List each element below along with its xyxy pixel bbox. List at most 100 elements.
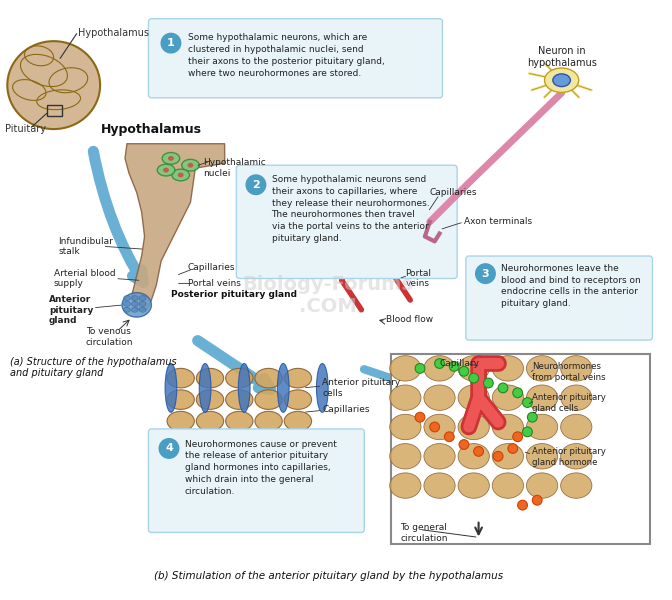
- Ellipse shape: [390, 356, 421, 381]
- Text: Posterior pituitary gland: Posterior pituitary gland: [171, 290, 297, 299]
- Ellipse shape: [131, 296, 138, 301]
- Ellipse shape: [526, 443, 558, 469]
- FancyBboxPatch shape: [237, 165, 457, 278]
- Text: Some hypothalamic neurons, which are
clustered in hypothalamic nuclei, send
thei: Some hypothalamic neurons, which are clu…: [187, 34, 384, 78]
- Circle shape: [444, 432, 454, 442]
- Ellipse shape: [390, 385, 421, 410]
- Ellipse shape: [493, 414, 523, 440]
- Ellipse shape: [196, 390, 224, 409]
- Ellipse shape: [255, 412, 282, 431]
- Text: 4: 4: [165, 443, 173, 454]
- FancyBboxPatch shape: [466, 256, 653, 340]
- Circle shape: [450, 362, 459, 371]
- Ellipse shape: [458, 385, 489, 410]
- Text: To general
circulation: To general circulation: [401, 523, 448, 543]
- Text: Capillary: Capillary: [439, 359, 480, 368]
- Text: Anterior pituitary
gland hormone: Anterior pituitary gland hormone: [532, 446, 606, 467]
- Text: 1: 1: [167, 38, 175, 48]
- Circle shape: [161, 34, 181, 53]
- Text: Portal
veins: Portal veins: [405, 269, 431, 288]
- Ellipse shape: [196, 368, 224, 388]
- Text: Blood flow: Blood flow: [386, 314, 433, 323]
- Text: Pituitary: Pituitary: [5, 124, 46, 134]
- Ellipse shape: [139, 301, 146, 307]
- Ellipse shape: [424, 385, 455, 410]
- Bar: [390, 354, 650, 544]
- Ellipse shape: [560, 385, 592, 410]
- Text: Neurohormones
from portal veins: Neurohormones from portal veins: [532, 362, 606, 382]
- Text: Biology-Forums
.COM: Biology-Forums .COM: [243, 275, 414, 316]
- Text: Anterior pituitary
gland cells: Anterior pituitary gland cells: [532, 393, 606, 413]
- Text: Portal veins: Portal veins: [187, 278, 241, 287]
- Ellipse shape: [196, 412, 224, 431]
- Ellipse shape: [493, 473, 523, 498]
- Text: Capillaries: Capillaries: [323, 406, 370, 415]
- Circle shape: [517, 500, 528, 510]
- Ellipse shape: [124, 307, 130, 312]
- Ellipse shape: [122, 293, 151, 317]
- Ellipse shape: [167, 368, 194, 388]
- Ellipse shape: [493, 443, 523, 469]
- Text: Neurohormones cause or prevent
the release of anterior pituitary
gland hormones : Neurohormones cause or prevent the relea…: [185, 440, 337, 496]
- Text: Anterior
pituitary
gland: Anterior pituitary gland: [49, 295, 93, 325]
- Ellipse shape: [424, 356, 455, 381]
- Text: 3: 3: [482, 269, 489, 278]
- Ellipse shape: [167, 390, 194, 409]
- Ellipse shape: [424, 443, 455, 469]
- Ellipse shape: [560, 356, 592, 381]
- Circle shape: [523, 398, 532, 407]
- Ellipse shape: [278, 364, 289, 412]
- Ellipse shape: [239, 364, 250, 412]
- Ellipse shape: [458, 414, 489, 440]
- Ellipse shape: [165, 364, 177, 412]
- Ellipse shape: [139, 296, 146, 301]
- Ellipse shape: [139, 307, 146, 312]
- Circle shape: [246, 175, 265, 194]
- Circle shape: [498, 383, 508, 393]
- Ellipse shape: [284, 368, 312, 388]
- Ellipse shape: [458, 356, 489, 381]
- Text: Axon terminals: Axon terminals: [464, 217, 532, 226]
- Ellipse shape: [284, 412, 312, 431]
- Ellipse shape: [526, 356, 558, 381]
- Ellipse shape: [493, 385, 523, 410]
- Ellipse shape: [284, 390, 312, 409]
- Ellipse shape: [181, 160, 200, 171]
- Text: Hypothalamic
nuclei: Hypothalamic nuclei: [203, 158, 266, 178]
- Ellipse shape: [131, 301, 138, 307]
- Ellipse shape: [162, 152, 179, 164]
- Ellipse shape: [560, 414, 592, 440]
- Circle shape: [508, 443, 517, 454]
- Circle shape: [528, 412, 537, 422]
- Circle shape: [469, 373, 478, 383]
- Ellipse shape: [226, 412, 253, 431]
- Text: Hypothalamus: Hypothalamus: [78, 28, 149, 38]
- Text: (a) Structure of the hypothalamus: (a) Structure of the hypothalamus: [10, 356, 176, 367]
- Circle shape: [483, 378, 493, 388]
- Circle shape: [435, 359, 444, 368]
- Ellipse shape: [124, 301, 130, 307]
- Circle shape: [415, 364, 425, 373]
- FancyBboxPatch shape: [149, 429, 364, 532]
- Ellipse shape: [458, 473, 489, 498]
- Text: 2: 2: [252, 180, 260, 190]
- Ellipse shape: [544, 68, 579, 92]
- Ellipse shape: [424, 473, 455, 498]
- Circle shape: [513, 388, 523, 398]
- Text: Neuron in
hypothalamus: Neuron in hypothalamus: [527, 46, 597, 68]
- Ellipse shape: [124, 296, 130, 301]
- Ellipse shape: [526, 385, 558, 410]
- Ellipse shape: [226, 368, 253, 388]
- Ellipse shape: [317, 364, 328, 412]
- Ellipse shape: [390, 414, 421, 440]
- Text: Capillaries: Capillaries: [430, 188, 477, 197]
- Text: To venous
circulation: To venous circulation: [86, 328, 134, 347]
- Circle shape: [532, 496, 542, 505]
- Ellipse shape: [390, 443, 421, 469]
- Ellipse shape: [200, 364, 211, 412]
- Ellipse shape: [226, 390, 253, 409]
- Ellipse shape: [163, 167, 169, 173]
- Ellipse shape: [167, 412, 194, 431]
- Circle shape: [459, 367, 469, 376]
- Ellipse shape: [178, 173, 183, 178]
